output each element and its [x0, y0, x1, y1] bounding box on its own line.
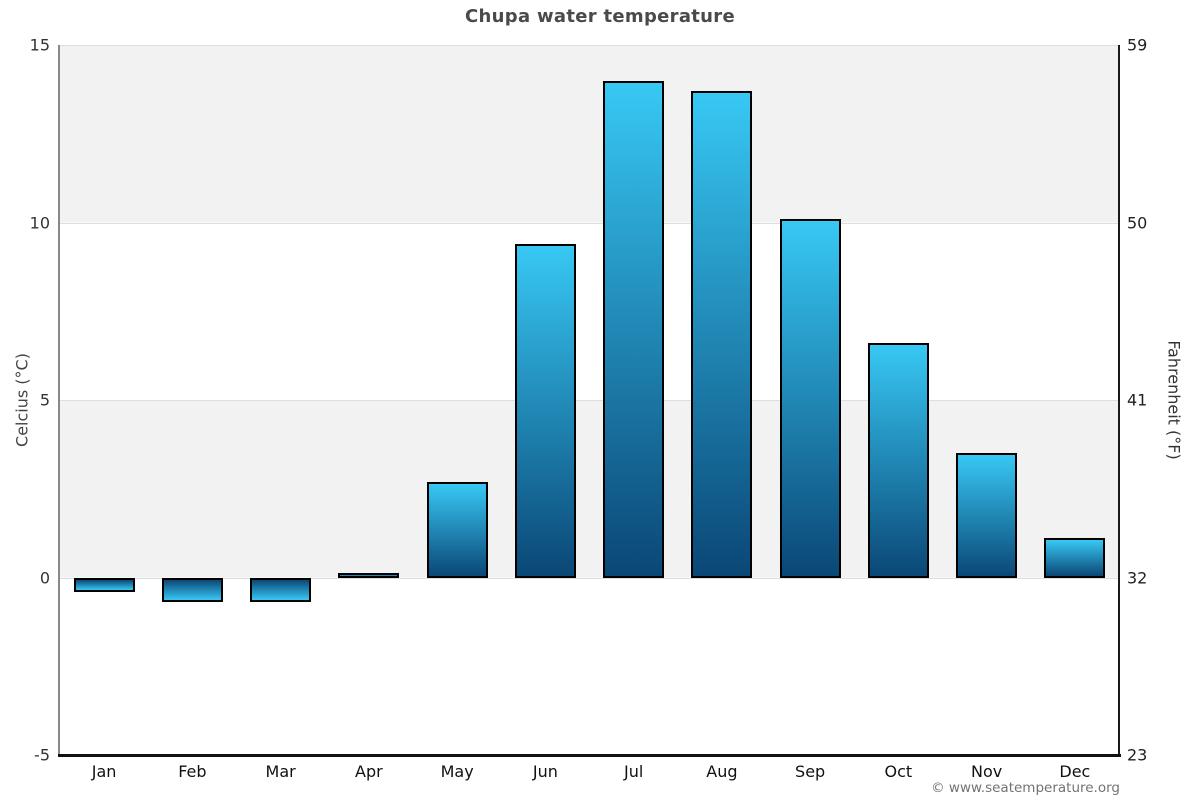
bar-nov[interactable] — [956, 453, 1018, 578]
xtick-feb: Feb — [178, 762, 207, 781]
xtick-nov: Nov — [971, 762, 1003, 781]
bar-jan[interactable] — [73, 577, 135, 592]
bar-may[interactable] — [426, 481, 488, 578]
xtick-jan: Jan — [91, 762, 117, 781]
xtick-apr: Apr — [355, 762, 383, 781]
bar-apr[interactable] — [338, 572, 400, 578]
y-axis-line-right — [1118, 45, 1120, 757]
chart-title: Chupa water temperature — [465, 6, 735, 27]
gridline — [60, 577, 1119, 579]
bar-aug[interactable] — [691, 91, 753, 578]
xtick-aug: Aug — [706, 762, 738, 781]
plot-area — [60, 45, 1119, 755]
ytick-right-41: 41 — [1127, 390, 1148, 410]
xtick-oct: Oct — [884, 762, 913, 781]
bar-oct[interactable] — [867, 343, 929, 578]
ytick-right-59: 59 — [1127, 35, 1148, 55]
gridline — [60, 400, 1119, 401]
ytick-right-32: 32 — [1127, 568, 1148, 587]
bar-sep[interactable] — [779, 218, 841, 578]
bar-jul[interactable] — [603, 80, 665, 578]
ytick-left--5: -5 — [34, 745, 50, 765]
bar-dec[interactable] — [1044, 538, 1106, 578]
xtick-mar: Mar — [265, 762, 296, 781]
xtick-jul: Jul — [623, 762, 644, 781]
x-axis-line — [58, 754, 1121, 757]
gridline — [60, 45, 1119, 46]
ytick-left-0: 0 — [39, 568, 50, 587]
gridline — [60, 222, 1119, 224]
ytick-right-50: 50 — [1127, 213, 1148, 232]
copyright-text: © www.seatemperature.org — [931, 780, 1120, 796]
bar-jun[interactable] — [514, 243, 576, 578]
ytick-left-15: 15 — [29, 35, 50, 55]
ytick-left-10: 10 — [29, 213, 50, 232]
bar-feb[interactable] — [161, 577, 223, 603]
xtick-sep: Sep — [795, 762, 826, 781]
y-axis-line-left — [58, 45, 60, 757]
xtick-may: May — [440, 762, 474, 781]
xtick-dec: Dec — [1059, 762, 1091, 781]
ytick-left-5: 5 — [39, 390, 50, 410]
ytick-right-23: 23 — [1127, 745, 1148, 765]
bar-mar[interactable] — [250, 577, 312, 603]
xtick-jun: Jun — [532, 762, 558, 781]
